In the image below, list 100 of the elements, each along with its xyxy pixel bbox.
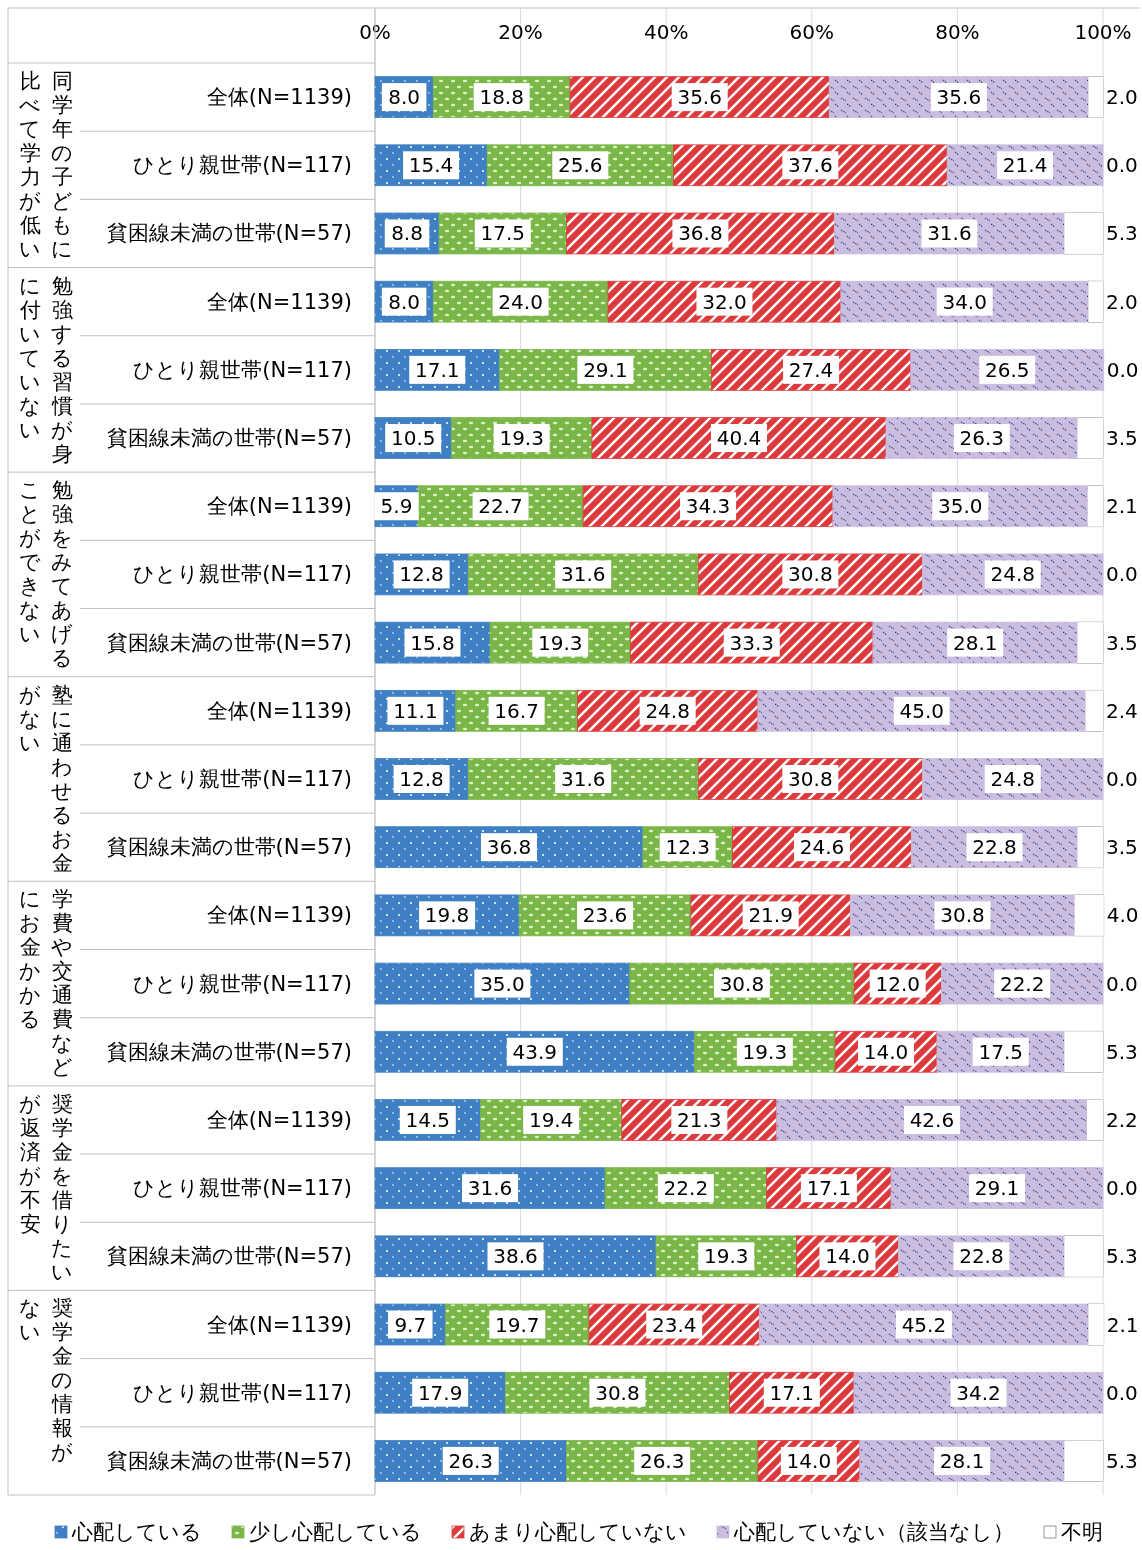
text: 奨学金の情報がない bbox=[19, 1296, 73, 1465]
data-label: 11.1 bbox=[393, 698, 438, 723]
bar bbox=[566, 212, 835, 255]
data-label: 37.6 bbox=[788, 153, 833, 178]
data-label: 22.8 bbox=[972, 835, 1017, 860]
data-label: 19.7 bbox=[495, 1312, 540, 1337]
y-tick-label: ひとり親世帯(N=117) bbox=[133, 562, 352, 587]
data-label: 24.8 bbox=[990, 767, 1035, 791]
data-label: 27.4 bbox=[788, 357, 834, 382]
data-label: 5.3 bbox=[1106, 221, 1138, 246]
data-label: 0.0 bbox=[1106, 971, 1138, 996]
data-label: 45.2 bbox=[901, 1312, 947, 1337]
data-label: 35.0 bbox=[480, 971, 525, 996]
data-label: 0.0 bbox=[1106, 1176, 1138, 1201]
bar bbox=[757, 689, 1086, 732]
data-label: 19.3 bbox=[538, 630, 583, 655]
data-label: 21.3 bbox=[677, 1107, 722, 1132]
data-label: 30.8 bbox=[788, 562, 833, 587]
data-label: 29.1 bbox=[583, 357, 628, 382]
y-tick-label: 貧困線未満の世帯(N=57) bbox=[106, 1244, 352, 1269]
bar bbox=[629, 962, 855, 1005]
data-label: 0.0 bbox=[1106, 562, 1138, 587]
data-label: 15.8 bbox=[410, 630, 455, 655]
data-label: 0.0 bbox=[1106, 153, 1138, 178]
data-label: 2.0 bbox=[1106, 289, 1138, 314]
x-tick-label: 100% bbox=[1074, 20, 1132, 44]
y-tick-label: 貧困線未満の世帯(N=57) bbox=[106, 426, 352, 451]
data-label: 22.2 bbox=[999, 971, 1045, 996]
data-label: 8.8 bbox=[391, 221, 423, 246]
bar bbox=[569, 76, 830, 118]
data-label: 2.1 bbox=[1106, 494, 1138, 519]
data-label: 34.2 bbox=[956, 1380, 1001, 1405]
data-label: 3.5 bbox=[1106, 426, 1138, 451]
data-label: 18.8 bbox=[479, 85, 524, 110]
y-tick-label: ひとり親世帯(N=117) bbox=[133, 153, 352, 178]
data-label: 12.8 bbox=[399, 562, 444, 587]
y-tick-label: 全体(N=1139) bbox=[206, 85, 352, 110]
text: 勉強する習慣が身に付いていない bbox=[19, 273, 73, 466]
data-label: 0.0 bbox=[1106, 357, 1139, 382]
data-label: 38.6 bbox=[493, 1244, 538, 1269]
x-tick-label: 60% bbox=[789, 20, 835, 44]
data-label: 28.1 bbox=[939, 1448, 985, 1473]
data-label: 21.4 bbox=[1002, 153, 1048, 178]
data-label: 2.4 bbox=[1106, 698, 1138, 723]
legend-label: 少し心配している bbox=[249, 1520, 422, 1544]
text: 奨学金を借りたいが返済が不安 bbox=[19, 1091, 73, 1284]
legend-label: 不明 bbox=[1061, 1520, 1103, 1544]
data-label: 30.8 bbox=[719, 971, 765, 996]
data-label: 26.5 bbox=[985, 357, 1030, 382]
data-label: 12.8 bbox=[399, 767, 444, 791]
x-tick-label: 20% bbox=[498, 20, 543, 44]
bar bbox=[758, 1303, 1089, 1346]
data-label: 31.6 bbox=[560, 767, 606, 791]
data-label: 40.4 bbox=[716, 426, 762, 451]
data-label: 16.7 bbox=[494, 698, 539, 723]
data-label: 10.5 bbox=[390, 426, 436, 451]
data-label: 19.3 bbox=[499, 426, 544, 451]
text: 塾に通わせるお金がない bbox=[19, 682, 73, 875]
data-label: 12.0 bbox=[875, 971, 920, 996]
data-label: 0.0 bbox=[1106, 767, 1138, 791]
data-label: 22.7 bbox=[478, 494, 523, 519]
y-tick-label: 全体(N=1139) bbox=[206, 1312, 352, 1337]
data-label: 32.0 bbox=[702, 289, 747, 314]
data-label: 2.1 bbox=[1106, 1312, 1139, 1337]
data-label: 5.3 bbox=[1106, 1244, 1138, 1269]
data-label: 34.0 bbox=[942, 289, 987, 314]
data-label: 12.3 bbox=[665, 835, 710, 860]
bar bbox=[374, 1030, 695, 1073]
data-label: 14.5 bbox=[405, 1107, 451, 1132]
x-tick-label: 80% bbox=[935, 20, 980, 44]
bar bbox=[697, 553, 923, 596]
data-label: 14.0 bbox=[863, 1039, 909, 1064]
x-tick-label: 40% bbox=[643, 20, 689, 44]
data-label: 24.6 bbox=[799, 835, 845, 860]
y-tick-label: 全体(N=1139) bbox=[206, 494, 352, 519]
data-label: 25.6 bbox=[558, 153, 603, 178]
legend-label: 心配している bbox=[71, 1520, 202, 1544]
bar bbox=[828, 76, 1089, 118]
data-label: 15.4 bbox=[408, 153, 454, 178]
legend-label: あまり心配していない bbox=[469, 1520, 687, 1544]
text: 学費や交通費などにお金かかる bbox=[19, 887, 73, 1080]
data-label: 19.8 bbox=[424, 903, 470, 928]
data-label: 8.0 bbox=[388, 85, 421, 110]
bar bbox=[673, 144, 948, 187]
bar bbox=[591, 417, 887, 459]
data-label: 33.3 bbox=[729, 630, 775, 655]
data-label: 3.5 bbox=[1106, 835, 1138, 860]
data-label: 23.4 bbox=[651, 1312, 697, 1337]
y-tick-label: ひとり親世帯(N=117) bbox=[133, 1176, 352, 1201]
y-tick-label: ひとり親世帯(N=117) bbox=[133, 1380, 352, 1405]
bar bbox=[832, 485, 1089, 528]
data-label: 24.0 bbox=[498, 289, 543, 314]
data-label: 31.6 bbox=[560, 562, 606, 587]
data-label: 19.3 bbox=[742, 1039, 788, 1064]
data-label: 17.9 bbox=[417, 1380, 463, 1405]
data-label: 3.5 bbox=[1106, 630, 1138, 655]
bar bbox=[374, 826, 644, 869]
data-label: 34.3 bbox=[685, 494, 731, 519]
data-label: 31.6 bbox=[927, 221, 972, 246]
data-label: 24.8 bbox=[990, 562, 1035, 587]
